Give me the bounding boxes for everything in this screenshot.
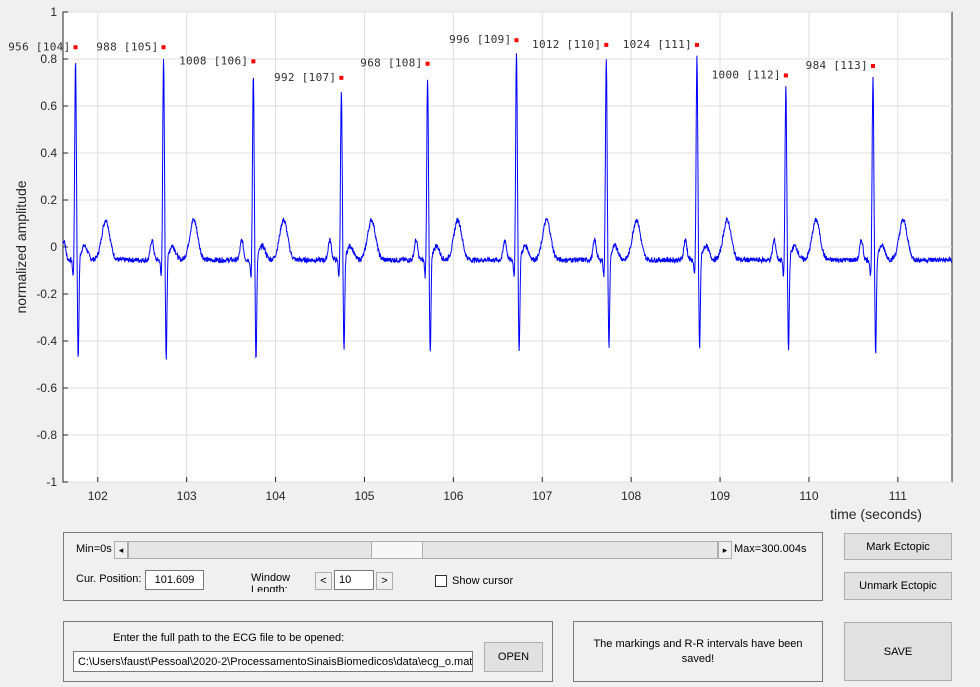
slider-max-label: Max=300.004s	[734, 543, 807, 555]
r-peak-marker	[73, 45, 78, 50]
x-tick-label: 110	[799, 489, 818, 503]
y-tick-label: -0.2	[36, 287, 57, 301]
navigation-panel: Min=0s ◂ ▸ Max=300.004s Cur. Position: 1…	[63, 532, 823, 601]
window-decrease-button[interactable]: <	[315, 572, 332, 590]
r-peak-marker	[339, 75, 344, 80]
r-peak-label: 1000 [112]	[712, 68, 781, 81]
window-length-input[interactable]: 10	[334, 570, 374, 590]
r-peak-marker	[514, 38, 519, 43]
cur-position-input[interactable]: 101.609	[145, 570, 204, 590]
x-tick-label: 105	[354, 489, 374, 503]
r-peak-marker	[783, 73, 788, 78]
y-tick-labels: -1 -0.8 -0.6 -0.4 -0.2 0 0.2 0.4 0.6 0.8 1	[36, 5, 57, 489]
ecg-plot: -1-0.8-0.6-0.4-0.200.20.40.60.81 102 103 1…	[8, 5, 953, 522]
time-slider[interactable]	[128, 541, 718, 559]
r-peak-marker	[694, 42, 699, 47]
show-cursor-label: Show cursor	[452, 575, 514, 587]
window-increase-button[interactable]: >	[376, 572, 393, 590]
file-prompt-label: Enter the full path to the ECG file to b…	[113, 632, 345, 644]
slider-thumb[interactable]	[371, 541, 423, 559]
r-peak-label: 956 [104]	[8, 40, 70, 53]
slider-min-label: Min=0s	[76, 543, 112, 555]
r-peak-marker	[604, 42, 609, 47]
x-tick-label: 109	[710, 489, 730, 503]
x-tick-label: 107	[532, 489, 552, 503]
x-tick-label: 102	[88, 489, 108, 503]
window-label-line2: Length:	[251, 584, 288, 592]
r-peak-label: 968 [108]	[360, 57, 422, 70]
x-tick-label: 108	[621, 489, 641, 503]
y-tick-label: 0.4	[40, 146, 57, 160]
r-peak-label: 988 [105]	[96, 40, 158, 53]
slider-left-arrow[interactable]: ◂	[114, 541, 128, 559]
x-axis-label: time (seconds)	[830, 506, 922, 522]
unmark-ectopic-button[interactable]: Unmark Ectopic	[844, 572, 952, 600]
open-button[interactable]: OPEN	[484, 642, 543, 672]
x-tick-label: 104	[266, 489, 286, 503]
window-label-line1: Window	[251, 572, 291, 584]
y-tick-label: 0	[50, 240, 57, 254]
x-tick-label: 106	[443, 489, 463, 503]
mark-ectopic-button[interactable]: Mark Ectopic	[844, 533, 952, 560]
y-tick-label: 0.8	[40, 52, 57, 66]
y-axis-label: normalized amplitude	[13, 180, 29, 313]
status-message: The markings and R-R intervals have been…	[593, 637, 803, 665]
y-tick-label: -0.6	[36, 381, 57, 395]
window-length-label: Window Length:	[251, 572, 290, 592]
x-tick-labels: 102 103 104 105 106 107 108 109 110 111	[88, 489, 908, 503]
status-panel: The markings and R-R intervals have been…	[573, 621, 823, 682]
file-panel: Enter the full path to the ECG file to b…	[63, 621, 553, 682]
save-button[interactable]: SAVE	[844, 622, 952, 681]
y-tick-label: 1	[50, 5, 57, 19]
r-peak-label: 1024 [111]	[623, 38, 692, 51]
r-peak-marker	[161, 45, 166, 50]
y-tick-label: -1	[46, 475, 57, 489]
r-peak-marker	[425, 61, 430, 66]
cur-position-label: Cur. Position:	[76, 573, 142, 585]
peak-markers: 956 [104] 988 [105] 1008 [106] 992 [107] 968…	[8, 33, 875, 84]
x-tick-label: 111	[889, 489, 908, 503]
file-path-input[interactable]: C:\Users\faust\Pessoal\2020-2\Processame…	[73, 651, 473, 672]
x-tick-label: 103	[177, 489, 197, 503]
y-tick-label: 0.6	[40, 99, 57, 113]
y-tick-label: 0.2	[40, 193, 57, 207]
slider-right-arrow[interactable]: ▸	[718, 541, 732, 559]
y-tick-label: -0.8	[36, 428, 57, 442]
r-peak-label: 984 [113]	[806, 59, 868, 72]
y-tick-label: -0.4	[36, 334, 57, 348]
r-peak-marker	[251, 59, 256, 64]
r-peak-label: 1008 [106]	[179, 54, 248, 67]
show-cursor-checkbox[interactable]	[435, 575, 447, 587]
ecg-signal-line	[62, 53, 953, 360]
r-peak-label: 992 [107]	[274, 71, 336, 84]
r-peak-marker	[870, 64, 875, 69]
r-peak-label: 1012 [110]	[532, 38, 601, 51]
r-peak-label: 996 [109]	[449, 33, 511, 46]
